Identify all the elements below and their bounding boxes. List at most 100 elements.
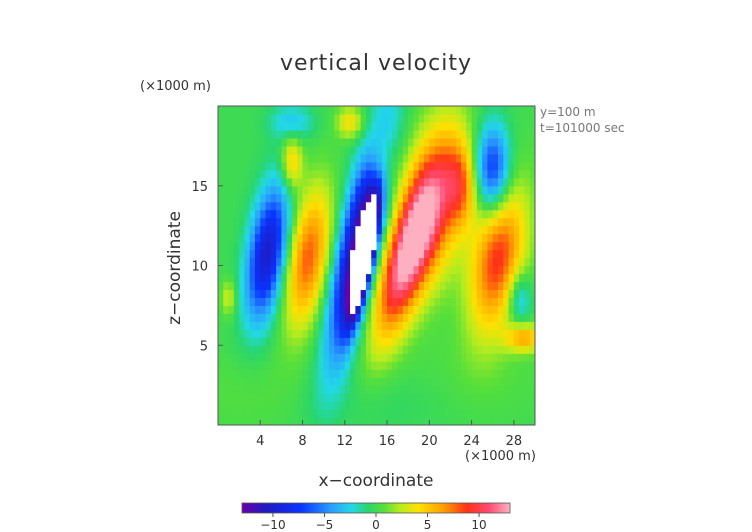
heatmap-cell [302, 249, 309, 259]
heatmap-cell [413, 353, 420, 362]
heatmap-cell [297, 361, 304, 370]
heatmap-cell [455, 409, 462, 418]
heatmap-cell [524, 241, 531, 251]
heatmap-cell [476, 289, 483, 298]
heatmap-cell [313, 257, 319, 267]
heatmap-cell [218, 345, 224, 354]
heatmap-cell [307, 185, 314, 195]
heatmap-cell [439, 385, 446, 394]
heatmap-cell [503, 249, 510, 259]
heatmap-cell [297, 265, 304, 275]
heatmap-cell [360, 153, 367, 163]
heatmap-cell [355, 401, 362, 410]
heatmap-cell [513, 281, 520, 291]
heatmap-cell [344, 129, 351, 139]
heatmap-cell [291, 281, 298, 291]
heatmap-cell [249, 145, 256, 155]
heatmap-cell [408, 353, 415, 362]
heatmap-cell [439, 185, 446, 195]
heatmap-cell [455, 129, 462, 139]
heatmap-cell [408, 369, 415, 378]
heatmap-cell [397, 106, 404, 115]
heatmap-cell [244, 241, 251, 251]
heatmap-cell [524, 106, 531, 115]
heatmap-cell [218, 137, 224, 147]
heatmap-cell [513, 289, 520, 298]
heatmap-cell [503, 313, 510, 322]
heatmap-cell [307, 225, 314, 235]
heatmap-cell [524, 209, 531, 219]
heatmap-cell [418, 217, 425, 227]
heatmap-cell [339, 393, 346, 402]
heatmap-cell [260, 401, 267, 410]
heatmap-cell [270, 249, 277, 259]
heatmap-cell [228, 281, 235, 291]
heatmap-cell [371, 385, 378, 394]
heatmap-cell [508, 257, 515, 267]
heatmap-cell [297, 409, 304, 418]
heatmap-cell [344, 153, 351, 163]
heatmap-cell [434, 145, 441, 155]
heatmap-cell [276, 401, 282, 410]
heatmap-cell [445, 337, 452, 346]
heatmap-cell [339, 209, 346, 219]
heatmap-cell [376, 305, 383, 314]
heatmap-cell [350, 273, 356, 283]
heatmap-cell [281, 113, 288, 123]
heatmap-cell [508, 337, 515, 346]
heatmap-cell [286, 417, 293, 425]
heatmap-cell [397, 401, 404, 410]
heatmap-cell [291, 297, 298, 306]
heatmap-cell [328, 113, 335, 123]
y-tick-label: 10 [191, 260, 208, 275]
heatmap-cell [429, 153, 436, 163]
heatmap-cell [519, 409, 526, 418]
heatmap-cell [376, 249, 383, 259]
heatmap-cell [376, 153, 383, 163]
heatmap-cell [371, 249, 378, 259]
heatmap-cell [397, 209, 404, 219]
heatmap-cell [397, 417, 404, 425]
heatmap-cell [529, 345, 535, 354]
heatmap-cell [276, 225, 282, 235]
heatmap-cell [513, 345, 520, 354]
heatmap-cell [228, 193, 235, 203]
heatmap-cell [429, 369, 436, 378]
heatmap-cell [492, 297, 499, 306]
heatmap-cell [519, 225, 526, 235]
heatmap-cell [365, 329, 372, 338]
heatmap-cell [249, 385, 256, 394]
heatmap-cell [392, 217, 399, 227]
heatmap-cell [281, 153, 288, 163]
heatmap-cell [519, 169, 526, 179]
heatmap-cell [508, 321, 515, 330]
heatmap-cell [513, 377, 520, 386]
heatmap-cell [429, 145, 436, 155]
heatmap-cell [254, 369, 261, 378]
heatmap-cell [350, 353, 356, 362]
heatmap-cell [286, 289, 293, 298]
heatmap-cell [265, 369, 272, 378]
heatmap-cell [365, 177, 372, 187]
heatmap-cell [471, 417, 478, 425]
heatmap-cell [413, 145, 420, 155]
heatmap-cell [318, 145, 325, 155]
heatmap-cell [455, 329, 462, 338]
heatmap-cell [492, 185, 499, 195]
heatmap-cell [529, 241, 535, 251]
heatmap-cell [402, 289, 409, 298]
heatmap-cell [487, 209, 494, 219]
heatmap-cell [439, 233, 446, 243]
heatmap-cell [519, 417, 526, 425]
heatmap-cell [318, 161, 325, 171]
heatmap-cell [276, 265, 282, 275]
heatmap-cell [350, 249, 356, 259]
heatmap-cell [476, 329, 483, 338]
heatmap-cell [307, 313, 314, 322]
heatmap-cell [418, 409, 425, 418]
heatmap-cell [291, 249, 298, 259]
heatmap-cell [424, 361, 430, 370]
heatmap-cell [487, 121, 494, 131]
heatmap-cell [387, 393, 393, 402]
heatmap-cell [429, 161, 436, 171]
